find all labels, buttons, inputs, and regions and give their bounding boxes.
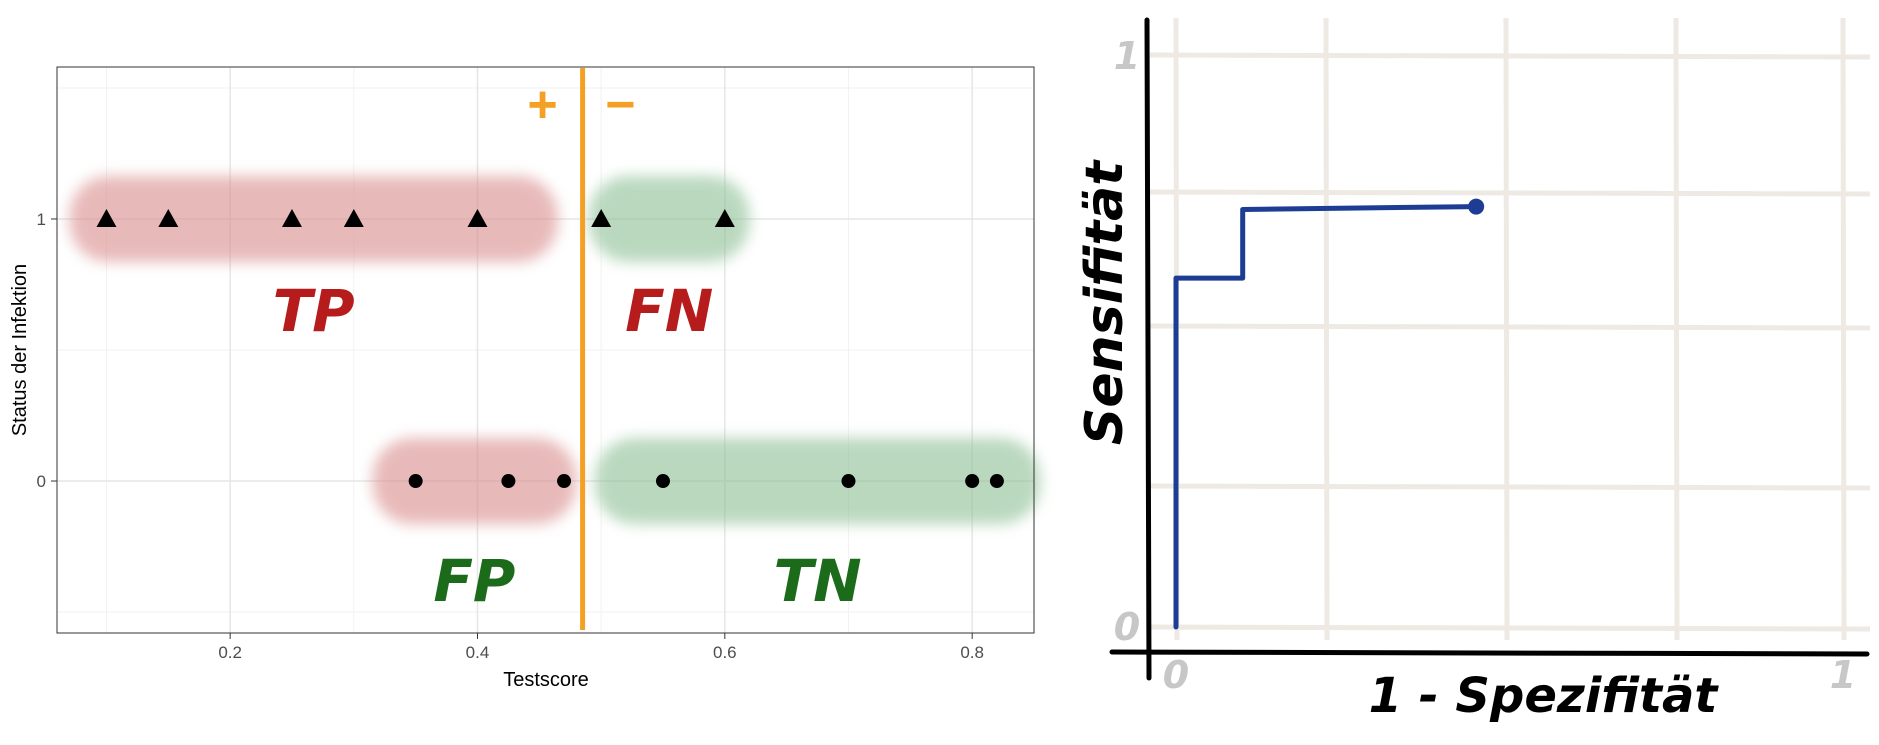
region-label-fn: FN bbox=[625, 277, 713, 345]
classification-regions: TP FN FP TN bbox=[69, 175, 1041, 615]
triangle-point bbox=[96, 208, 117, 227]
roc-gridline bbox=[1149, 323, 1871, 331]
x-tick-label: 0.4 bbox=[466, 643, 490, 662]
roc-end-point bbox=[1468, 198, 1485, 215]
x-tick-label: 0.2 bbox=[218, 643, 242, 662]
x-tick-label: 0.6 bbox=[713, 643, 737, 662]
threshold-plus-label: + bbox=[527, 76, 557, 134]
threshold: + − bbox=[527, 68, 636, 630]
region-fn bbox=[588, 175, 750, 262]
region-label-tn: TN bbox=[774, 547, 862, 615]
roc-line bbox=[1173, 204, 1479, 630]
circle-point bbox=[501, 474, 516, 489]
right-gridlines bbox=[1149, 17, 1871, 641]
triangle-point bbox=[281, 208, 302, 227]
left-ticks: 0.2 0.4 0.6 0.8 0 1 bbox=[37, 210, 984, 662]
roc-gridline bbox=[1149, 483, 1871, 491]
roc-curve bbox=[1173, 198, 1485, 630]
circle-point bbox=[655, 474, 670, 489]
roc-gridline bbox=[1149, 624, 1871, 632]
roc-y-axis-label: Sensifität bbox=[1075, 159, 1135, 445]
roc-y-axis bbox=[1144, 17, 1152, 681]
roc-x-tick-label: 0 bbox=[1163, 653, 1189, 697]
triangle-point bbox=[591, 208, 612, 227]
region-label-tp: TP bbox=[273, 277, 355, 345]
circle-point bbox=[965, 474, 980, 489]
roc-y-tick-label: 1 bbox=[1114, 34, 1140, 78]
x-tick-label: 0.8 bbox=[960, 643, 984, 662]
roc-x-axis-label: 1 - Spezifität bbox=[1369, 668, 1720, 724]
scatter-panel: TP FN FP TN + − 0.2 0.4 0.6 0.8 0 1 Testscore Sta… bbox=[9, 66, 1041, 691]
roc-gridline bbox=[1149, 52, 1871, 60]
threshold-minus-label: − bbox=[605, 76, 635, 134]
roc-gridline bbox=[1149, 189, 1871, 197]
region-tp bbox=[69, 175, 558, 262]
region-fp bbox=[372, 438, 577, 525]
roc-y-tick-label: 0 bbox=[1114, 605, 1140, 649]
region-label-fp: FP bbox=[433, 547, 515, 615]
circle-point bbox=[989, 474, 1004, 489]
circle-point bbox=[841, 474, 856, 489]
roc-panel: 0 1 0 1 1 - Spezifität Sensifität bbox=[1075, 17, 1871, 724]
triangle-point bbox=[714, 208, 735, 227]
roc-gridline bbox=[1323, 17, 1330, 641]
left-points bbox=[96, 208, 1004, 489]
roc-x-tick-label: 1 bbox=[1830, 653, 1856, 697]
left-gridlines bbox=[57, 67, 1034, 633]
triangle-point bbox=[343, 208, 364, 227]
triangle-point bbox=[467, 208, 488, 227]
right-tick-labels: 0 1 0 1 bbox=[1114, 34, 1856, 697]
left-plot-border bbox=[56, 66, 1035, 634]
triangle-point bbox=[158, 208, 179, 227]
roc-x-axis bbox=[1109, 649, 1870, 657]
region-tn bbox=[594, 438, 1041, 525]
y-tick-label: 1 bbox=[37, 210, 46, 229]
circle-point bbox=[557, 474, 572, 489]
left-y-axis-label: Status der Infektion bbox=[9, 264, 31, 436]
left-x-axis-label: Testscore bbox=[503, 669, 589, 691]
circle-point bbox=[408, 474, 423, 489]
y-tick-label: 0 bbox=[37, 472, 46, 491]
